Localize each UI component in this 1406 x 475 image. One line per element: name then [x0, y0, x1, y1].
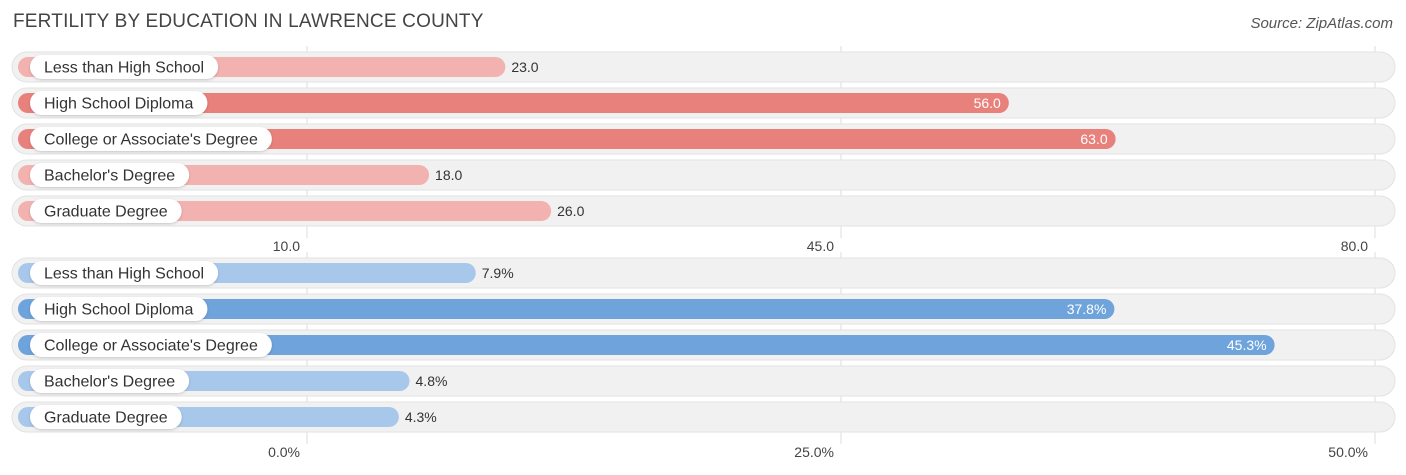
bar — [18, 299, 1115, 319]
category-label: Graduate Degree — [44, 204, 168, 221]
value-label: 56.0 — [974, 95, 1001, 111]
value-label: 45.3% — [1227, 337, 1267, 353]
category-label-pill — [30, 369, 190, 393]
category-label: College or Associate's Degree — [44, 132, 258, 149]
category-label: Graduate Degree — [44, 410, 168, 427]
bar — [18, 93, 1009, 113]
value-label: 23.0 — [511, 59, 538, 75]
category-label: Less than High School — [44, 60, 204, 77]
category-label-pill — [30, 333, 272, 357]
value-label: 7.9% — [482, 265, 514, 281]
category-label-pill — [30, 127, 272, 151]
category-label: Bachelor's Degree — [44, 374, 175, 391]
category-label-pill — [30, 199, 182, 223]
category-label-pill — [30, 91, 208, 115]
chart-title: FERTILITY BY EDUCATION IN LAWRENCE COUNT… — [13, 11, 484, 32]
chart-source: Source: ZipAtlas.com — [1250, 15, 1393, 32]
bar — [18, 335, 1275, 355]
category-label: Less than High School — [44, 266, 204, 283]
value-label: 4.3% — [405, 409, 437, 425]
value-label: 18.0 — [435, 167, 462, 183]
tick-label: 10.0 — [273, 238, 300, 254]
category-label-pill — [30, 55, 219, 79]
category-label: Bachelor's Degree — [44, 168, 175, 185]
value-label: 37.8% — [1067, 301, 1107, 317]
category-label-pill — [30, 297, 208, 321]
tick-label: 45.0 — [807, 238, 834, 254]
tick-label: 50.0% — [1328, 444, 1368, 460]
value-label: 4.8% — [416, 373, 448, 389]
category-label: College or Associate's Degree — [44, 338, 258, 355]
category-label-pill — [30, 405, 182, 429]
category-label-pill — [30, 261, 219, 285]
value-label: 63.0 — [1080, 131, 1107, 147]
category-label: High School Diploma — [44, 96, 194, 113]
bar — [18, 129, 1116, 149]
value-label: 26.0 — [557, 203, 584, 219]
category-label: High School Diploma — [44, 302, 194, 319]
category-label-pill — [30, 163, 190, 187]
tick-label: 25.0% — [794, 444, 834, 460]
tick-label: 0.0% — [268, 444, 300, 460]
tick-label: 80.0 — [1341, 238, 1368, 254]
